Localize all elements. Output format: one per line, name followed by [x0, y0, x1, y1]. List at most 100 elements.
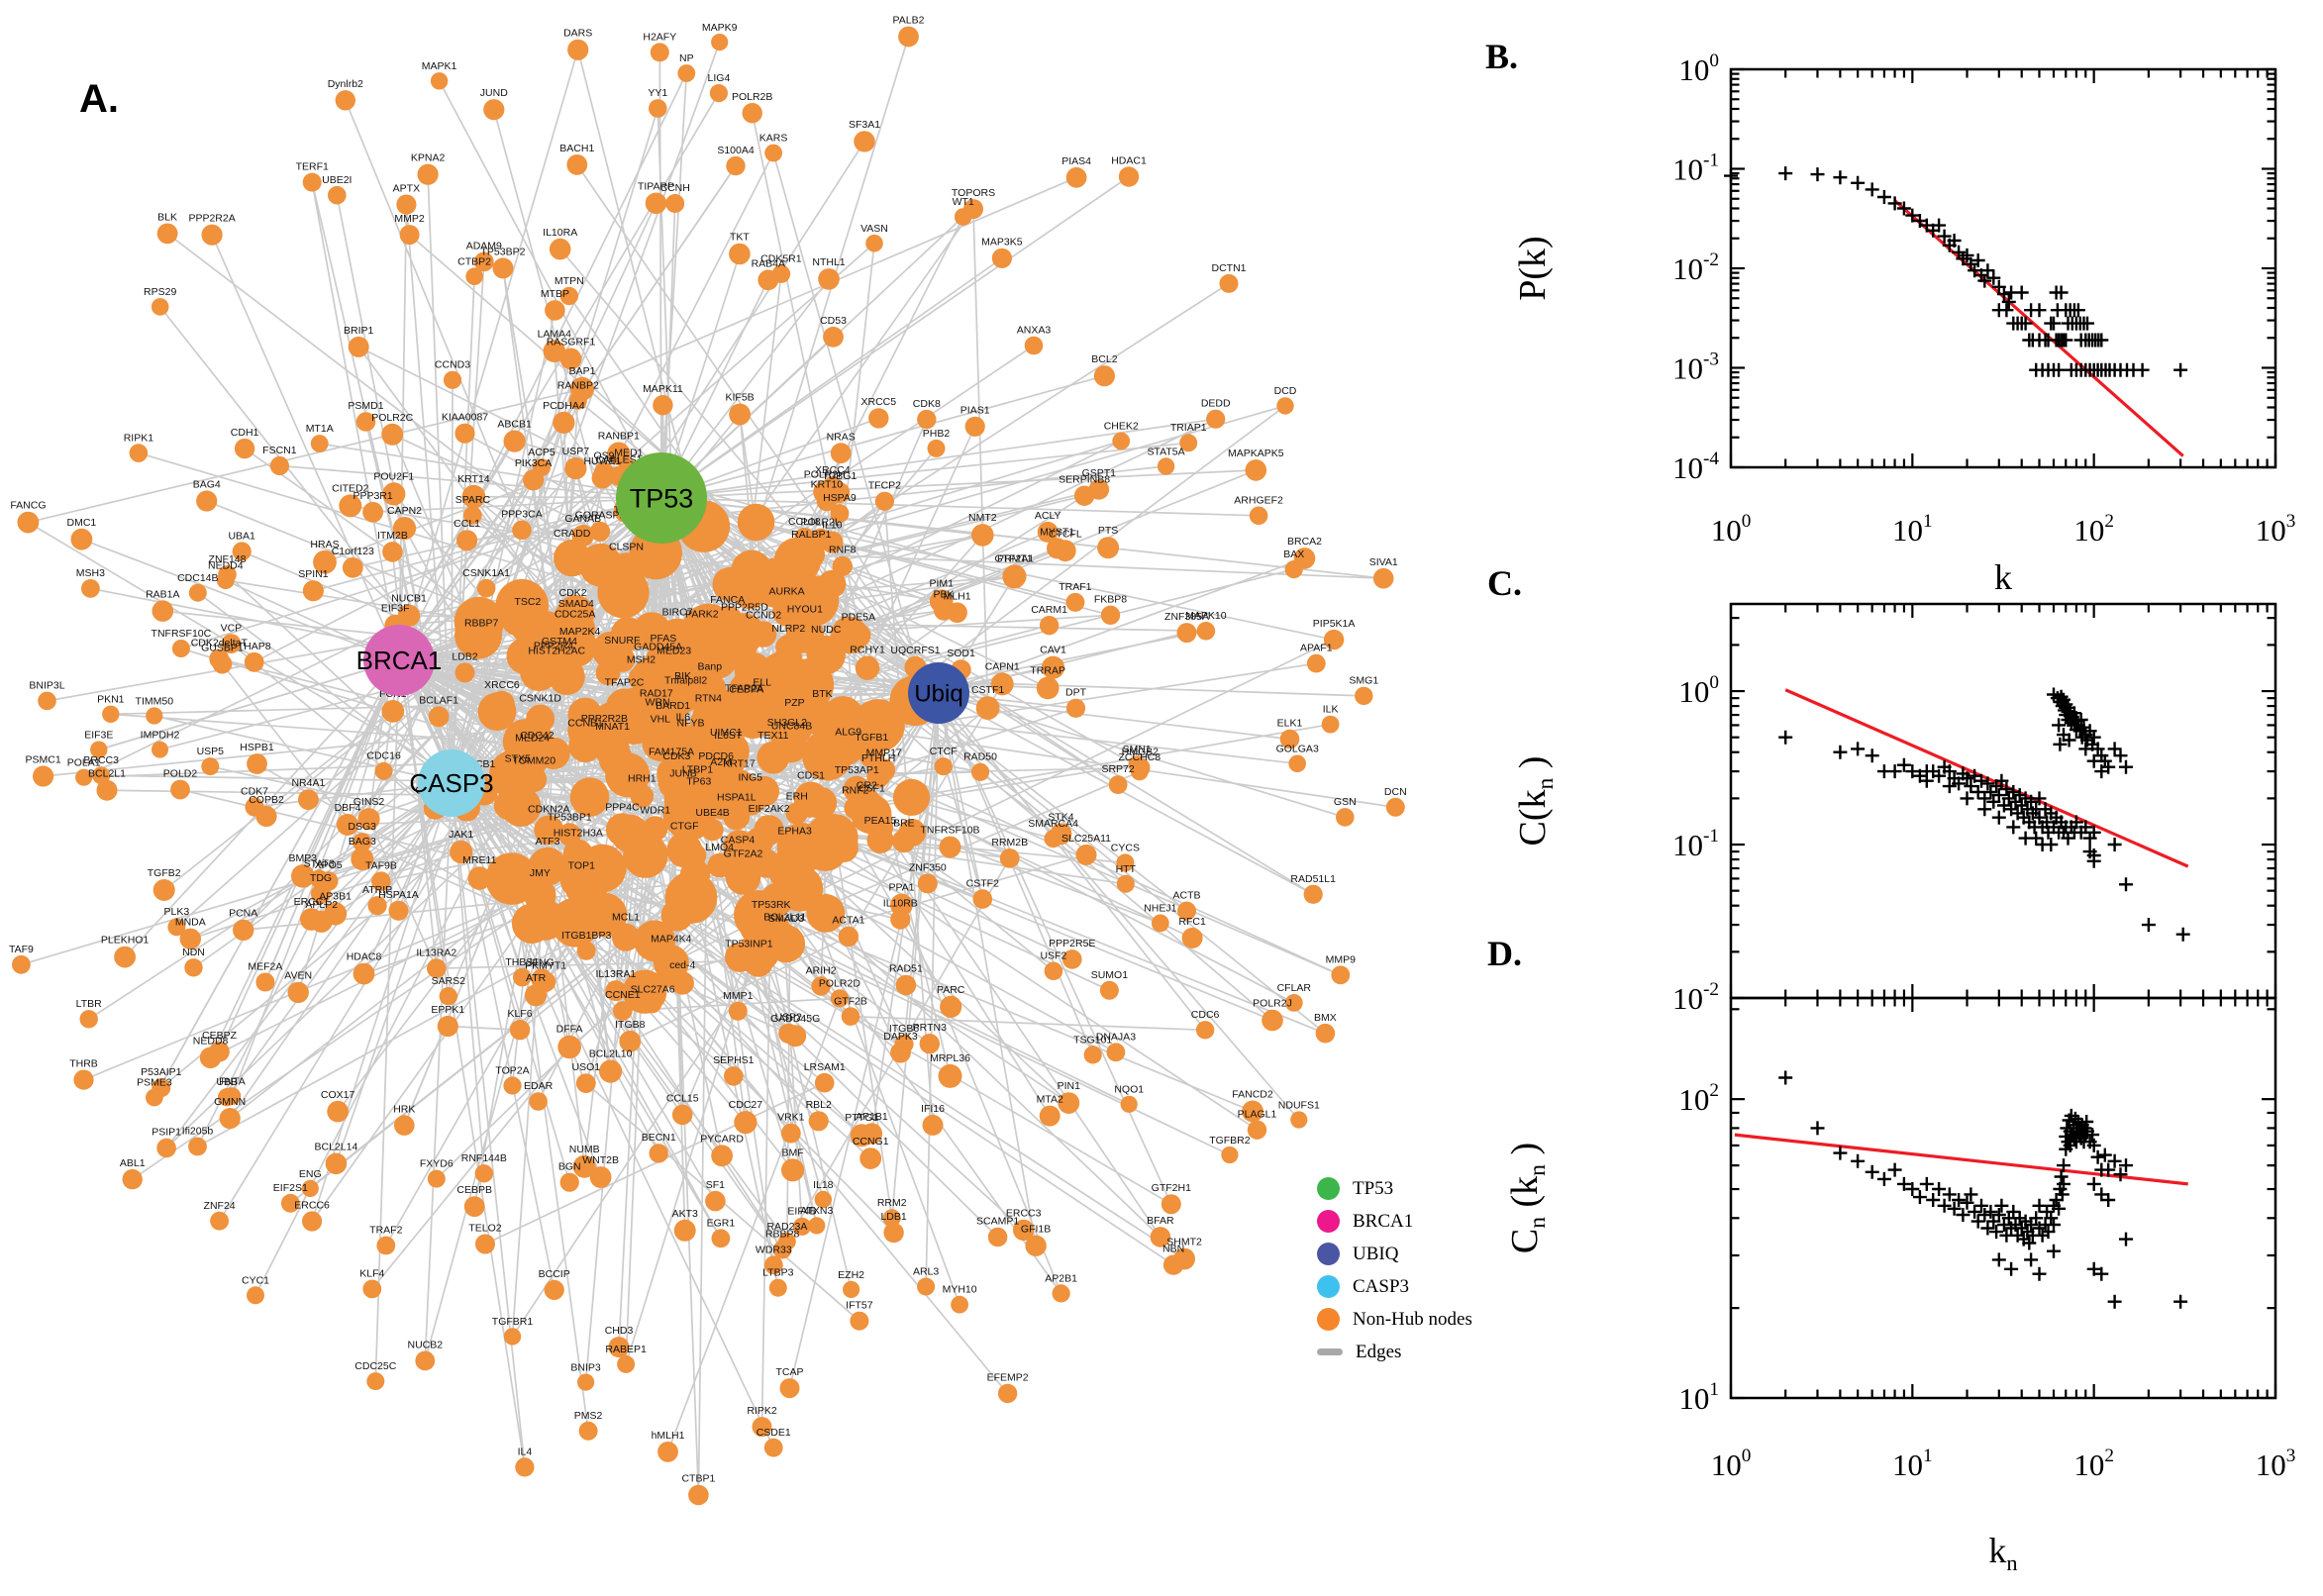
svg-text:RANBP2: RANBP2 — [557, 380, 599, 392]
svg-text:CTCFL: CTCFL — [1049, 528, 1082, 540]
svg-text:103: 103 — [2256, 511, 2296, 548]
svg-text:CCNE1: CCNE1 — [605, 989, 641, 1001]
svg-text:WNT2B: WNT2B — [582, 1154, 619, 1166]
svg-text:ATRIP: ATRIP — [362, 884, 392, 896]
svg-text:ITGB1BP3: ITGB1BP3 — [561, 930, 611, 942]
node-swatch-icon — [1317, 1275, 1340, 1298]
svg-text:RAB4A: RAB4A — [752, 257, 785, 269]
svg-text:NTHL1: NTHL1 — [812, 256, 845, 268]
svg-text:KIF5B: KIF5B — [726, 392, 755, 404]
svg-text:102: 102 — [2073, 1446, 2114, 1482]
svg-text:ILK: ILK — [1323, 704, 1339, 716]
svg-text:10-1: 10-1 — [1672, 150, 1719, 187]
svg-text:GADD45G: GADD45G — [770, 1013, 820, 1025]
svg-text:JMY: JMY — [530, 867, 551, 879]
scatter-points — [1724, 166, 2188, 377]
svg-text:TEX11: TEX11 — [758, 730, 788, 742]
svg-text:IFNG: IFNG — [530, 956, 555, 968]
svg-text:GSPT1: GSPT1 — [1082, 467, 1117, 479]
svg-text:PLAGL1: PLAGL1 — [1238, 1109, 1277, 1121]
svg-text:FKBP8: FKBP8 — [1094, 594, 1127, 606]
svg-text:100: 100 — [1678, 50, 1719, 87]
svg-text:PCNA: PCNA — [229, 908, 257, 920]
svg-text:PARK2: PARK2 — [685, 609, 719, 621]
svg-text:RFC1: RFC1 — [1178, 916, 1206, 928]
svg-text:JUND: JUND — [480, 87, 508, 99]
svg-text:PPA1: PPA1 — [888, 882, 914, 894]
svg-text:APTX: APTX — [393, 183, 420, 195]
svg-text:CSNK1D: CSNK1D — [519, 693, 561, 705]
svg-text:VCP: VCP — [221, 622, 243, 634]
svg-text:RNF8: RNF8 — [829, 545, 857, 556]
svg-text:TELO2: TELO2 — [468, 1223, 501, 1235]
svg-text:GSTM4: GSTM4 — [542, 636, 577, 648]
svg-text:FAM175A: FAM175A — [649, 747, 694, 758]
svg-text:ABL1: ABL1 — [120, 1157, 146, 1169]
svg-text:MTPN: MTPN — [555, 275, 584, 287]
svg-text:AP3B1: AP3B1 — [319, 890, 352, 902]
svg-text:CSF1: CSF1 — [858, 782, 885, 794]
svg-text:POLR2D: POLR2D — [819, 977, 860, 989]
svg-text:RABEP1: RABEP1 — [605, 1344, 647, 1355]
svg-text:ARIH2: ARIH2 — [806, 964, 837, 976]
svg-text:BCL2: BCL2 — [1091, 353, 1117, 365]
svg-text:CYC1: CYC1 — [242, 1274, 269, 1286]
svg-text:RAD23A: RAD23A — [766, 1221, 807, 1233]
svg-text:BCL2L1: BCL2L1 — [88, 768, 126, 780]
svg-text:EDAR: EDAR — [524, 1080, 554, 1092]
svg-text:PIAS4: PIAS4 — [1061, 155, 1091, 167]
svg-text:10-4: 10-4 — [1672, 449, 1719, 485]
panel-d-label: D. — [1487, 934, 1522, 973]
svg-text:TP53: TP53 — [630, 483, 694, 513]
svg-text:SCAMP1: SCAMP1 — [976, 1216, 1019, 1228]
svg-text:NEDD4: NEDD4 — [208, 559, 244, 571]
svg-text:ACTB: ACTB — [1172, 890, 1200, 902]
svg-text:TKT: TKT — [730, 232, 750, 244]
svg-text:NUCB2: NUCB2 — [408, 1340, 444, 1351]
svg-text:PHB2: PHB2 — [923, 428, 951, 440]
svg-text:PSMC1: PSMC1 — [26, 753, 61, 765]
svg-text:POLR2J: POLR2J — [1253, 998, 1292, 1010]
svg-text:A2M: A2M — [710, 756, 732, 768]
svg-text:101: 101 — [1892, 511, 1933, 548]
svg-text:ITM2B: ITM2B — [377, 530, 408, 542]
svg-text:FANCA: FANCA — [710, 594, 745, 606]
svg-text:HUWE1: HUWE1 — [583, 455, 621, 467]
svg-text:MMP2: MMP2 — [394, 213, 424, 225]
svg-text:CSTF2: CSTF2 — [966, 877, 999, 889]
svg-text:TSG101: TSG101 — [1073, 1034, 1112, 1046]
svg-text:KIAA0087: KIAA0087 — [442, 412, 488, 424]
svg-text:BRCA2: BRCA2 — [1287, 536, 1322, 548]
svg-text:KPNA2: KPNA2 — [411, 152, 446, 164]
svg-text:DPT: DPT — [1065, 687, 1087, 699]
svg-text:EGR1: EGR1 — [707, 1218, 736, 1230]
svg-text:SUMO1: SUMO1 — [1091, 969, 1129, 981]
svg-text:RRM2: RRM2 — [877, 1197, 907, 1209]
svg-text:102: 102 — [1678, 1080, 1719, 1117]
svg-text:CTGF: CTGF — [670, 821, 699, 833]
svg-text:HIST2H2AC: HIST2H2AC — [528, 646, 585, 657]
svg-text:SMN1: SMN1 — [1123, 744, 1152, 755]
svg-text:EFEMP2: EFEMP2 — [987, 1372, 1029, 1384]
svg-text:IL10RA: IL10RA — [543, 227, 577, 239]
svg-text:GTF2H1: GTF2H1 — [1152, 1182, 1191, 1194]
svg-text:MEF2A: MEF2A — [248, 961, 282, 973]
svg-text:UBA1: UBA1 — [228, 530, 255, 542]
svg-text:PBK: PBK — [933, 589, 954, 601]
svg-text:ELK1: ELK1 — [1277, 718, 1303, 730]
svg-text:TRRAP: TRRAP — [1030, 665, 1065, 677]
svg-text:LTBP3: LTBP3 — [762, 1267, 793, 1279]
svg-text:ADAM9: ADAM9 — [466, 241, 502, 252]
hub-CASP3: CASP3 — [409, 749, 494, 817]
svg-text:PKMYT1: PKMYT1 — [525, 960, 566, 972]
svg-text:CARM1: CARM1 — [1031, 604, 1067, 616]
svg-text:FNTA: FNTA — [219, 1075, 246, 1087]
svg-text:DCN: DCN — [1384, 786, 1407, 798]
panel-b-label: B. — [1485, 37, 1519, 76]
svg-text:HIST2H3A: HIST2H3A — [554, 828, 603, 840]
svg-text:SMAD4: SMAD4 — [558, 598, 594, 610]
svg-text:TRAF2: TRAF2 — [369, 1225, 402, 1237]
chart-panel-D: 102 101 100 101 102 103 Cn (kn ) kn — [1504, 996, 2295, 1575]
svg-text:PEA15: PEA15 — [864, 815, 897, 827]
